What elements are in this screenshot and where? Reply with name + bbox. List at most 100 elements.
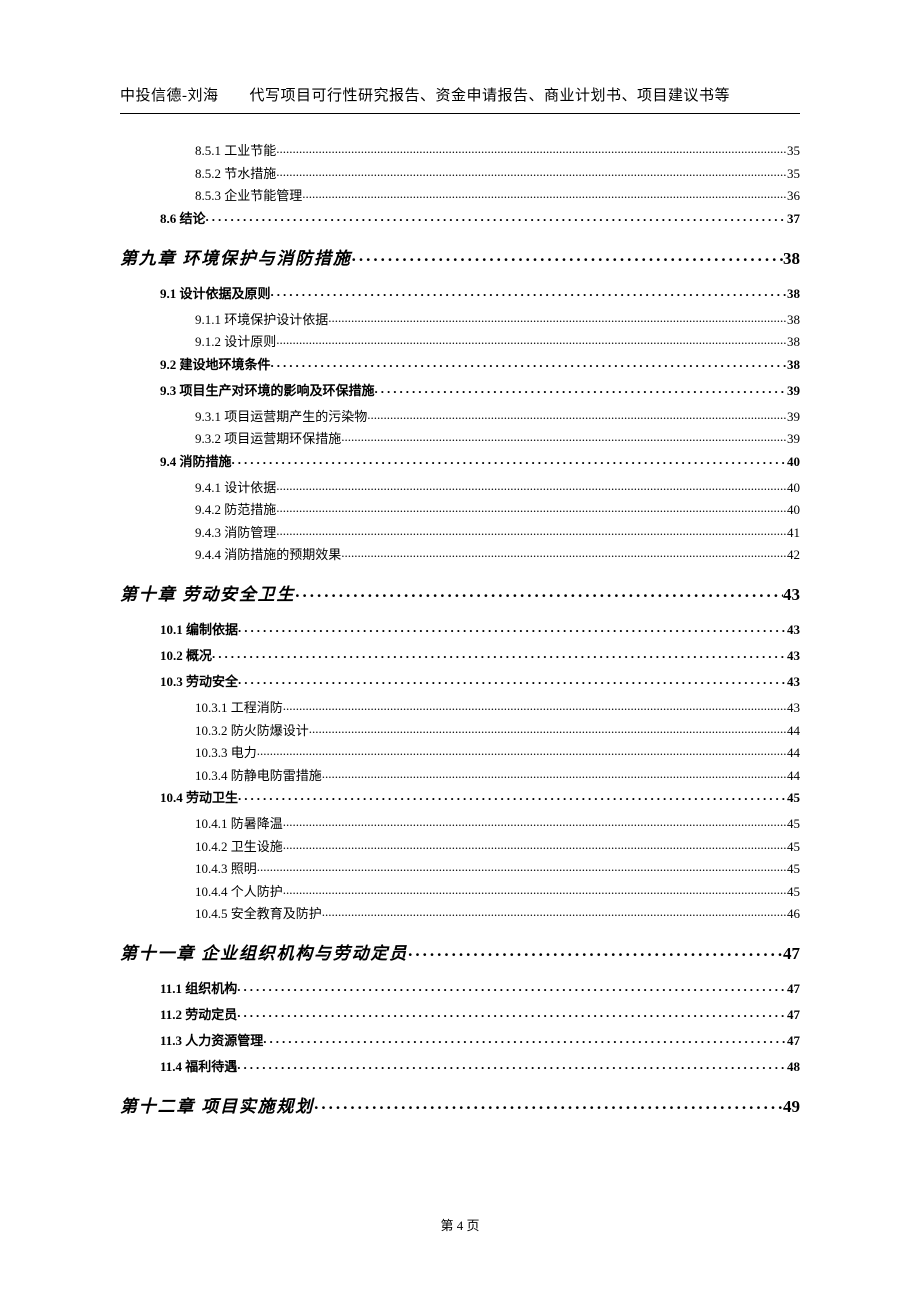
toc-entry-label: 第十章 劳动安全卫生 <box>120 586 295 603</box>
toc-entry-label: 第十二章 项目实施规划 <box>120 1098 314 1115</box>
toc-entry: 第十二章 项目实施规划49 <box>120 1095 800 1115</box>
toc-entry: 9.2 建设地环境条件 38 <box>120 356 800 371</box>
toc-leader-dots <box>322 905 787 918</box>
toc-entry-label: 9.2 建设地环境条件 <box>160 358 271 371</box>
toc-entry-page: 36 <box>787 189 800 202</box>
toc-entry: 10.3.1 工程消防43 <box>120 699 800 714</box>
toc-entry-label: 10.4.4 个人防护 <box>195 885 283 898</box>
toc-entry: 11.2 劳动定员 47 <box>120 1006 800 1021</box>
toc-entry-label: 8.5.2 节水措施 <box>195 167 276 180</box>
toc-leader-dots <box>295 583 783 600</box>
toc-leader-dots <box>375 382 787 395</box>
toc-entry-label: 9.4.3 消防管理 <box>195 526 276 539</box>
toc-entry: 11.4 福利待遇48 <box>120 1058 800 1073</box>
toc-leader-dots <box>276 479 787 492</box>
toc-entry: 10.3 劳动安全43 <box>120 673 800 688</box>
toc-entry-page: 47 <box>787 982 800 995</box>
toc-entry-page: 39 <box>787 384 800 397</box>
toc-entry-page: 46 <box>787 907 800 920</box>
toc-entry-page: 41 <box>787 526 800 539</box>
page-header: 中投信德-刘海 代写项目可行性研究报告、资金申请报告、商业计划书、项目建议书等 <box>120 84 800 114</box>
toc-entry: 9.1.2 设计原则38 <box>120 333 800 348</box>
toc-leader-dots <box>263 1032 787 1045</box>
toc-leader-dots <box>206 210 787 223</box>
toc-entry-page: 44 <box>787 724 800 737</box>
toc-entry-page: 48 <box>787 1060 800 1073</box>
toc-entry: 10.3.3 电力44 <box>120 744 800 759</box>
toc-entry-page: 43 <box>787 701 800 714</box>
toc-entry: 9.4.2 防范措施40 <box>120 501 800 516</box>
toc-leader-dots <box>271 285 787 298</box>
toc-entry-page: 43 <box>787 675 800 688</box>
toc-leader-dots <box>257 860 787 873</box>
toc-entry-label: 9.4.4 消防措施的预期效果 <box>195 548 341 561</box>
toc-entry-label: 10.2 概况 <box>160 649 212 662</box>
toc-entry: 10.1 编制依据43 <box>120 621 800 636</box>
toc-entry: 8.6 结论37 <box>120 210 800 225</box>
toc-entry-page: 45 <box>787 791 800 804</box>
toc-entry-label: 10.4.1 防暑降温 <box>195 817 283 830</box>
toc-entry: 9.3.1 项目运营期产生的污染物 39 <box>120 408 800 423</box>
toc-entry-label: 9.3 项目生产对环境的影响及环保措施 <box>160 384 375 397</box>
toc-entry: 10.4.4 个人防护45 <box>120 883 800 898</box>
toc-entry: 10.3.4 防静电防雷措施 44 <box>120 767 800 782</box>
toc-entry-label: 11.1 组织机构 <box>160 982 237 995</box>
toc-entry-page: 43 <box>783 586 800 603</box>
toc-entry-label: 10.3.2 防火防爆设计 <box>195 724 309 737</box>
toc-entry: 8.5.2 节水措施35 <box>120 165 800 180</box>
toc-entry-page: 37 <box>787 212 800 225</box>
toc-leader-dots <box>352 247 783 264</box>
toc-leader-dots <box>271 356 787 369</box>
toc-leader-dots <box>341 546 787 559</box>
toc-entry-page: 45 <box>787 840 800 853</box>
toc-entry-label: 10.3.4 防静电防雷措施 <box>195 769 322 782</box>
toc-entry-page: 43 <box>787 649 800 662</box>
toc-leader-dots <box>328 311 787 324</box>
toc-entry: 9.4.3 消防管理 41 <box>120 524 800 539</box>
toc-leader-dots <box>276 524 787 537</box>
toc-entry-page: 47 <box>787 1008 800 1021</box>
toc-leader-dots <box>232 453 787 466</box>
toc-entry: 10.2 概况 43 <box>120 647 800 662</box>
toc-entry-label: 10.4.5 安全教育及防护 <box>195 907 322 920</box>
toc-entry: 8.5.1 工业节能35 <box>120 142 800 157</box>
toc-entry-label: 10.1 编制依据 <box>160 623 238 636</box>
toc-leader-dots <box>276 142 787 155</box>
toc-leader-dots <box>237 1058 787 1071</box>
toc-entry: 第十章 劳动安全卫生 43 <box>120 583 800 603</box>
toc-leader-dots <box>238 789 787 802</box>
toc-entry: 第十一章 企业组织机构与劳动定员 47 <box>120 942 800 962</box>
toc-entry-label: 9.1.1 环境保护设计依据 <box>195 313 328 326</box>
toc-entry: 11.3 人力资源管理47 <box>120 1032 800 1047</box>
toc-entry: 第九章 环境保护与消防措施38 <box>120 247 800 267</box>
toc-leader-dots <box>408 942 783 959</box>
toc-entry-label: 11.2 劳动定员 <box>160 1008 237 1021</box>
toc-leader-dots <box>283 815 787 828</box>
toc-entry-page: 45 <box>787 862 800 875</box>
toc-entry-page: 47 <box>783 945 800 962</box>
toc-entry-page: 42 <box>787 548 800 561</box>
toc-entry-label: 9.4.2 防范措施 <box>195 503 276 516</box>
toc-entry-page: 35 <box>787 144 800 157</box>
toc-entry-label: 9.4 消防措施 <box>160 455 232 468</box>
toc-leader-dots <box>314 1095 783 1112</box>
toc-entry-page: 39 <box>787 410 800 423</box>
toc-leader-dots <box>283 699 787 712</box>
page-footer: 第 4 页 <box>0 1215 920 1234</box>
toc-entry-label: 10.3.3 电力 <box>195 746 257 759</box>
toc-leader-dots <box>302 187 787 200</box>
toc-entry-page: 38 <box>787 358 800 371</box>
toc-leader-dots <box>322 767 787 780</box>
toc-entry: 10.4.2 卫生设施45 <box>120 838 800 853</box>
toc-leader-dots <box>276 333 787 346</box>
toc-leader-dots <box>237 980 787 993</box>
toc-entry-label: 9.3.2 项目运营期环保措施 <box>195 432 341 445</box>
toc-entry-label: 8.5.3 企业节能管理 <box>195 189 302 202</box>
toc-entry: 10.4.3 照明45 <box>120 860 800 875</box>
toc-entry: 10.4 劳动卫生45 <box>120 789 800 804</box>
toc-entry-page: 44 <box>787 769 800 782</box>
toc-leader-dots <box>238 621 787 634</box>
toc-entry-label: 第十一章 企业组织机构与劳动定员 <box>120 945 408 962</box>
toc-entry: 11.1 组织机构 47 <box>120 980 800 995</box>
toc-entry-label: 9.3.1 项目运营期产生的污染物 <box>195 410 367 423</box>
